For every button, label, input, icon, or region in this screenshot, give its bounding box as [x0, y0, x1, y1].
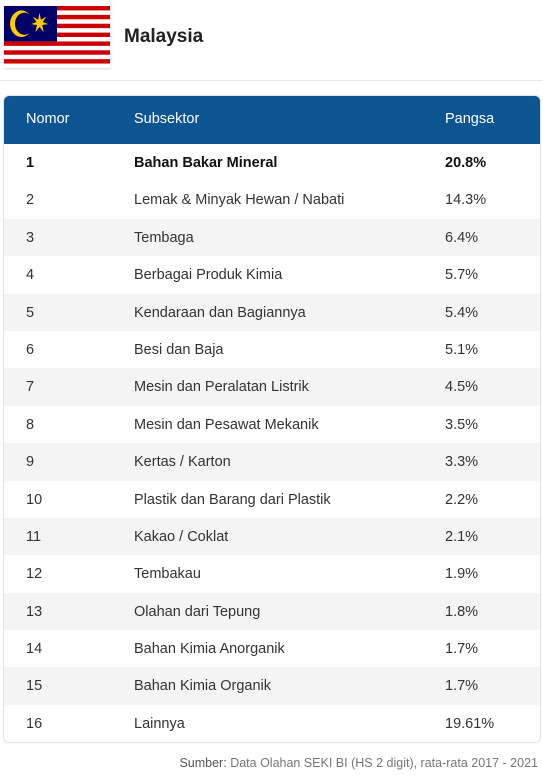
- cell-nomor: 12: [26, 566, 43, 583]
- cell-pangsa: 14.3%: [445, 192, 487, 209]
- cell-nomor: 1: [26, 155, 35, 171]
- table-row: 12 Tembakau 1.9%: [4, 555, 540, 593]
- table-row: 2 Lemak & Minyak Hewan / Nabati 14.3%: [4, 181, 540, 219]
- table-row: 11 Kakao / Coklat 2.1%: [4, 517, 540, 556]
- cell-subsektor: Kertas / Karton: [134, 454, 231, 471]
- cell-pangsa: 19.61%: [445, 715, 495, 732]
- cell-pangsa: 2.1%: [445, 528, 479, 545]
- column-header-pangsa: Pangsa: [445, 111, 495, 127]
- cell-subsektor: Olahan dari Tepung: [134, 603, 261, 620]
- source-note: Sumber: Data Olahan SEKI BI (HS 2 digit)…: [179, 756, 538, 770]
- table-row: 5 Kendaraan dan Bagiannya 5.4%: [4, 293, 540, 331]
- cell-pangsa: 1.7%: [445, 678, 479, 695]
- cell-nomor: 13: [26, 603, 43, 620]
- cell-subsektor: Mesin dan Pesawat Mekanik: [134, 416, 319, 433]
- cell-pangsa: 3.5%: [445, 416, 479, 433]
- cell-pangsa: 20.8%: [445, 155, 487, 171]
- table-row: 3 Tembaga 6.4%: [4, 218, 540, 257]
- cell-subsektor: Berbagai Produk Kimia: [134, 267, 283, 284]
- table-header: Nomor Subsektor Pangsa: [4, 96, 540, 144]
- source-label: Sumber:: [179, 756, 227, 770]
- cell-subsektor: Tembaga: [134, 229, 194, 246]
- malaysia-flag-icon: [4, 6, 110, 68]
- table-body: 1 Bahan Bakar Mineral 20.8% 2 Lemak & Minyak…: [4, 144, 540, 743]
- cell-subsektor: Bahan Kimia Organik: [134, 678, 272, 695]
- cell-nomor: 8: [26, 416, 35, 433]
- cell-pangsa: 4.5%: [445, 379, 479, 396]
- cell-subsektor: Tembakau: [134, 566, 201, 583]
- cell-subsektor: Besi dan Baja: [134, 341, 224, 358]
- table-row: 8 Mesin dan Pesawat Mekanik 3.5%: [4, 405, 540, 444]
- table-row: 13 Olahan dari Tepung 1.8%: [4, 592, 540, 631]
- cell-nomor: 10: [26, 491, 43, 508]
- table-row: 15 Bahan Kimia Organik 1.7%: [4, 667, 540, 705]
- cell-nomor: 9: [26, 454, 35, 471]
- cell-pangsa: 5.1%: [445, 341, 479, 358]
- cell-nomor: 15: [26, 678, 43, 695]
- column-header-subsektor: Subsektor: [134, 111, 200, 127]
- page-header: Malaysia: [0, 0, 543, 81]
- table-row: 16 Lainnya 19.61%: [4, 704, 540, 743]
- column-header-nomor: Nomor: [26, 111, 70, 127]
- cell-nomor: 16: [26, 715, 43, 732]
- cell-nomor: 3: [26, 229, 35, 246]
- cell-pangsa: 1.9%: [445, 566, 479, 583]
- cell-pangsa: 1.7%: [445, 641, 479, 658]
- cell-subsektor: Plastik dan Barang dari Plastik: [134, 491, 331, 508]
- table-row: 10 Plastik dan Barang dari Plastik 2.2%: [4, 480, 540, 518]
- cell-nomor: 11: [26, 528, 42, 545]
- cell-pangsa: 5.4%: [445, 304, 479, 321]
- cell-subsektor: Lemak & Minyak Hewan / Nabati: [134, 192, 345, 209]
- cell-pangsa: 3.3%: [445, 454, 479, 471]
- cell-nomor: 5: [26, 304, 35, 321]
- cell-subsektor: Kakao / Coklat: [134, 528, 229, 545]
- table-row: 4 Berbagai Produk Kimia 5.7%: [4, 256, 540, 294]
- country-title: Malaysia: [124, 26, 204, 47]
- table-row: 14 Bahan Kimia Anorganik 1.7%: [4, 630, 540, 668]
- cell-pangsa: 6.4%: [445, 229, 479, 246]
- cell-nomor: 2: [26, 192, 35, 209]
- table-row: 7 Mesin dan Peralatan Listrik 4.5%: [4, 368, 540, 406]
- table-row: 6 Besi dan Baja 5.1%: [4, 330, 540, 369]
- cell-subsektor: Bahan Kimia Anorganik: [134, 641, 285, 658]
- cell-nomor: 6: [26, 341, 35, 358]
- cell-subsektor: Bahan Bakar Mineral: [134, 155, 278, 171]
- cell-pangsa: 5.7%: [445, 267, 479, 284]
- cell-nomor: 4: [26, 267, 35, 284]
- cell-nomor: 14: [26, 641, 43, 658]
- cell-subsektor: Kendaraan dan Bagiannya: [134, 304, 306, 321]
- cell-subsektor: Mesin dan Peralatan Listrik: [134, 379, 309, 396]
- table-row: 1 Bahan Bakar Mineral 20.8%: [4, 144, 540, 182]
- cell-subsektor: Lainnya: [134, 715, 185, 732]
- table-row: 9 Kertas / Karton 3.3%: [4, 443, 540, 481]
- subsector-table: Nomor Subsektor Pangsa 1 Bahan Bakar Mine…: [3, 95, 541, 744]
- cell-nomor: 7: [26, 379, 35, 396]
- source-text: Data Olahan SEKI BI (HS 2 digit), rata-r…: [230, 756, 538, 770]
- cell-pangsa: 2.2%: [445, 491, 479, 508]
- cell-pangsa: 1.8%: [445, 603, 479, 620]
